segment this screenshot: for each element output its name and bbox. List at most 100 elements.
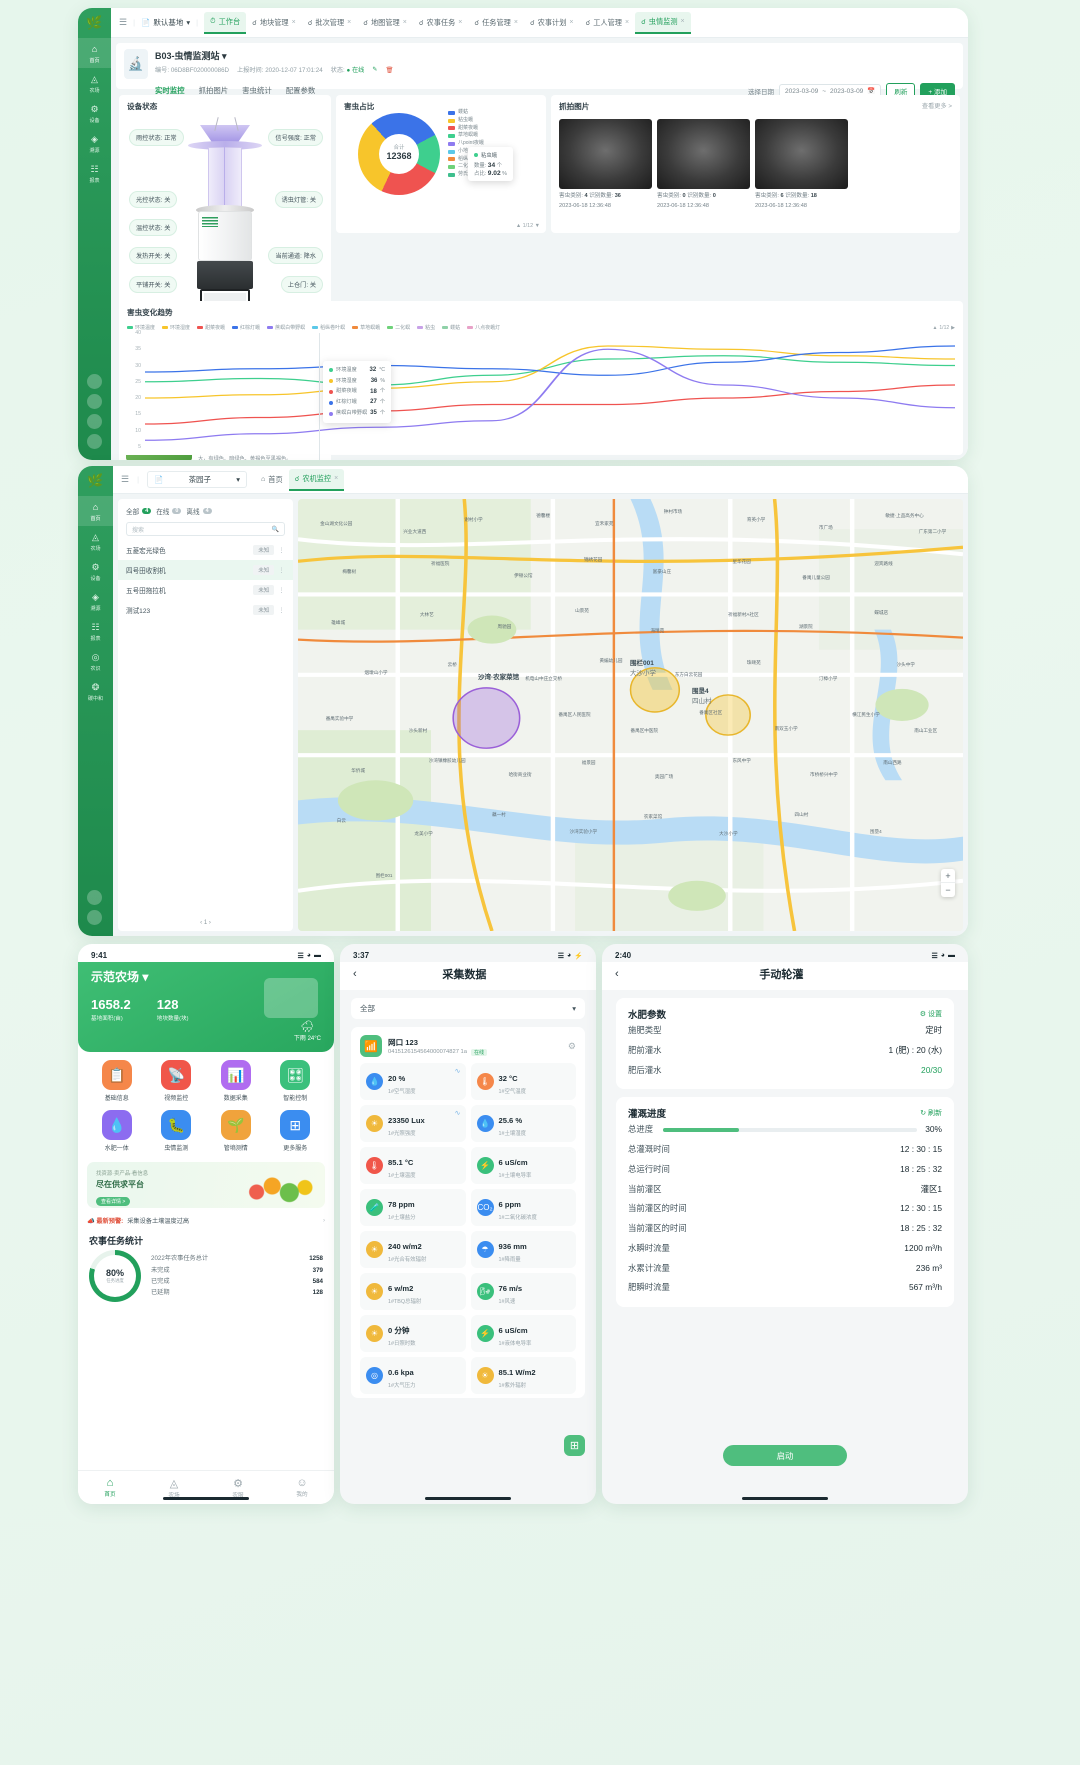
farm-selector[interactable]: 📄 茶园子 ▾ [147,471,248,488]
legend-item[interactable]: 八点夜蛾灯 [467,324,500,331]
map-poi-label[interactable]: 钟村市场 [663,509,683,515]
metric-cell[interactable]: ⚡ 6 uS/cm 1#土壤电导率 [470,1147,576,1184]
sidebar-item-farm[interactable]: ◬ 农场 [78,68,111,98]
metric-cell[interactable]: ⚡ 6 uS/cm 1#液体电导率 [470,1315,576,1352]
sidebar-item-knowledge[interactable]: ◎ 农识 [78,646,113,676]
map-poi-label[interactable]: 黄编幼儿园 [599,657,623,663]
sidebar-item-carbon[interactable]: ❂ 碳中和 [78,676,113,706]
close-icon[interactable]: × [291,19,296,26]
sidebar-item-trace[interactable]: ◈ 溯源 [78,586,113,616]
sidebar-item-home[interactable]: ⌂ 首页 [78,496,113,526]
delete-icon[interactable]: 🗑 [385,66,394,74]
device-filter-select[interactable]: 全部 ▾ [351,998,585,1019]
legend-item[interactable]: 稻纵卷叶螟 [312,324,345,331]
map-poi-label[interactable]: 华侨城 [351,768,365,774]
map-poi-label[interactable]: 南双玉小学 [774,726,798,732]
zoom-in-button[interactable]: + [941,869,955,883]
search-input[interactable]: 搜索 🔍 [126,522,285,536]
tab-farm[interactable]: ◬ 农场 [142,1477,206,1499]
map-poi-label[interactable]: 伊顿公馆 [514,573,533,579]
map-poi-label[interactable]: 番禺区人民医院 [558,711,591,717]
map-poi-label[interactable]: 金山湖文化公园 [320,521,353,527]
filter-online[interactable]: 在线 0 [156,506,182,516]
metric-cell[interactable]: 🌬 76 m/s 1#风速 [470,1273,576,1310]
map-poi-label[interactable]: 周驰园 [497,623,512,629]
map-poi-label[interactable]: 富豪山庄 [652,569,672,575]
map-poi-label[interactable]: 广东第二小学 [918,529,947,535]
settings-button[interactable]: ⚙ 设置 [919,1011,942,1018]
map-poi-label[interactable]: 南山工业区 [914,728,938,734]
add-device-fab[interactable]: ⊞ [564,1435,585,1456]
legend-item[interactable]: 甜菜夜蛾 [448,125,542,133]
map-canvas[interactable]: 沙湾·农家菜馆 围栏001 大沙小学 围垦4 四山村 金山湖文化公园 兴业大道西 谢… [298,499,963,931]
close-icon[interactable]: × [334,475,339,482]
map-poi-label[interactable]: 东方白云花园 [674,671,703,677]
map-poi-label[interactable]: 东风中学 [732,758,751,764]
map-marker-label[interactable]: 沙湾·农家菜馆 [478,674,520,681]
collapse-icon[interactable]: ☰ [121,474,130,484]
map-poi-label[interactable]: 番禺实验中学 [325,716,354,721]
more-icon[interactable]: ⋮ [278,547,285,554]
module-fertigation[interactable]: 💧 水肥一体 [87,1110,147,1152]
module-insect-monitor[interactable]: 🐛 虫情监测 [147,1110,207,1152]
map-poi-label[interactable]: 番禺区中医院 [630,728,659,734]
map-poi-label[interactable]: 沙头新村 [408,728,428,734]
module-video-monitor[interactable]: 📡 视频监控 [147,1060,207,1102]
map-poi-label[interactable]: 白云 [336,818,346,824]
map-poi-label[interactable]: 雄峰城 [331,619,346,625]
map-poi-label[interactable]: 哈街商业街 [508,772,532,778]
map-poi-label[interactable]: 锦绣花园 [583,557,603,563]
map-poi-label[interactable]: 宜禾家苑 [595,521,614,527]
list-item[interactable]: 五菱宏光绿色 未知 ⋮ [118,540,293,560]
map-poi-label[interactable]: 南山西路 [883,760,902,766]
map-poi-label[interactable]: 山景苑 [575,607,589,613]
zoom-out-button[interactable]: − [945,885,951,895]
metric-cell[interactable]: 🧪 78 ppm 1#土壤盐分 [360,1189,466,1226]
edit-icon[interactable]: ✎ [372,66,378,73]
list-item[interactable]: 测试123 未知 ⋮ [118,600,293,620]
metric-cell[interactable]: CO₂ 6 ppm 1#二氧化碳浓度 [470,1189,576,1226]
legend-item[interactable]: 粘虫蛾 [448,117,542,125]
map-poi-label[interactable]: 兴业大道西 [403,529,427,535]
metric-cell[interactable]: 🌡 85.1 °C 1#土壤温度 [360,1147,466,1184]
collapse-icon[interactable]: ☰ [119,17,128,27]
legend-item[interactable]: 蝼蛄 [448,109,542,117]
back-button[interactable]: ‹ [353,968,357,980]
module-data-collection[interactable]: 📊 数据采集 [206,1060,266,1102]
module-more-services[interactable]: ⊞ 更多服务 [266,1110,326,1152]
map-poi-label[interactable]: 市桥桥兴中学 [810,772,838,778]
map-poi-label[interactable]: 汀樟小学 [818,675,838,681]
map-poi-label[interactable]: 星华花园 [732,559,751,565]
metric-cell[interactable]: ☀ 6 w/m2 1#TBQ总辐射 [360,1273,466,1310]
map-poi-label[interactable]: 梅馨树 [342,569,357,575]
metric-cell[interactable]: ◎ 0.6 kpa 1#大气压力 [360,1357,466,1394]
message-icon[interactable] [87,890,102,905]
legend-item[interactable]: 红棕灯蛾 [232,324,260,331]
sidebar-item-report[interactable]: ☷ 报表 [78,158,111,188]
metric-cell[interactable]: ☀ 23350 Lux 1#光照强度 ∿ [360,1105,466,1142]
map-poi-label[interactable]: 农家菜馆 [643,814,663,820]
tab-insect-monitoring[interactable]: ☌ 虫情监测 × [635,11,691,34]
map-poi-label[interactable]: 育英小学 [746,517,766,523]
metric-cell[interactable]: ☂ 936 mm 1#降雨量 [470,1231,576,1268]
list-item[interactable]: 五号田拖拉机 未知 ⋮ [118,580,293,600]
message-icon[interactable] [87,394,102,409]
map-poi-label[interactable]: 番禺区社区 [699,709,723,715]
promo-banner[interactable]: 找资源·卖产品·看信息 尽在供求平台 查看详情 > [87,1162,325,1208]
sidebar-item-device[interactable]: ⚙ 设备 [78,98,111,128]
legend-pager[interactable]: ▲ 1/12 ▼ [515,223,540,229]
base-selector[interactable]: 📄 默认基地 ▾ [141,17,190,28]
more-icon[interactable]: ⋮ [278,587,285,594]
map-poi-label[interactable]: 海晴苑 [650,627,665,633]
metric-cell[interactable]: 💧 25.6 % 1#土壤湿度 [470,1105,576,1142]
legend-item[interactable]: 甜菜夜蛾 [197,324,225,331]
tab-farm-plan[interactable]: ☌ 农事计划 × [524,12,580,34]
sidebar-item-trace[interactable]: ◈ 溯源 [78,128,111,158]
map-poi-label[interactable]: 德馨楼 [536,513,551,519]
gear-icon[interactable]: ⚙ [567,1040,576,1051]
farm-name[interactable]: 示范农场 ▾ [91,970,149,984]
close-icon[interactable]: × [458,19,463,26]
module-basic-info[interactable]: 📋 基础信息 [87,1060,147,1102]
legend-item[interactable]: 草地螟蛾 [352,324,380,331]
map-poi-label[interactable]: 机电山中庄立交桥 [525,675,562,681]
